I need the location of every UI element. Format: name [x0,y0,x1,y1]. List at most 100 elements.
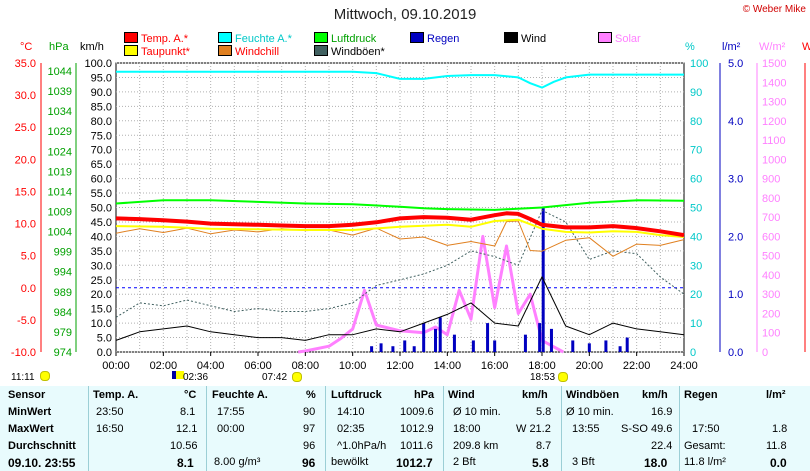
rain-bar [422,323,426,352]
x-tick-label: 04:00 [197,360,225,372]
solar-tick-label: 500 [762,251,780,263]
solar-tick-label: 1000 [762,154,786,166]
wind-tick-label: 95.0 [91,72,112,84]
table-cell: 1011.6 [400,440,433,452]
table-header: Feuchte A. [212,389,268,401]
temp-tick-label: 5.0 [21,251,36,263]
x-tick-label: 10:00 [339,360,367,372]
pressure-tick-label: 1019 [48,166,72,178]
x-tick-label: 24:00 [670,360,698,372]
temp-tick-label: 10.0 [15,219,36,231]
humidity-tick-label: 20 [690,289,702,301]
summary-table: Sensor Temp. A. °C Feuchte A. % Luftdruc… [0,386,810,471]
rain-bar [438,317,442,352]
pressure-tick-label: 999 [54,247,72,259]
temp-tick-label: 25.0 [15,122,36,134]
wind-tick-label: 50.0 [91,203,112,215]
dewpoint-line [115,218,685,238]
sunrise-label: 07:42 [262,372,288,383]
table-cell: 18:00 [453,423,481,435]
table-cell: 16:50 [96,423,124,435]
table-cell: 90 [303,406,316,418]
rain-tick-label: 0.0 [728,347,743,359]
table-header-row: Sensor Temp. A. °C Feuchte A. % Luftdruc… [0,389,810,406]
table-cell: 00:00 [217,423,245,435]
credit-label: © Weber Mike [742,4,806,15]
table-cell: 5.8 [536,406,552,418]
wind-tick-label: 100.0 [84,58,112,70]
table-cell: 16.9 [651,406,673,418]
temp-tick-label: 20.0 [15,154,36,166]
table-cell: 09.10. 23:55 [8,456,76,470]
table-cell: S-SO 49.6 [621,423,673,435]
table-header: Windböen [566,389,620,401]
table-cell: Durchschnitt [8,440,76,452]
moon-set-label: 02:36 [183,372,209,383]
table-cell: 17:55 [217,406,245,418]
rain-tick-label: 2.0 [728,231,743,243]
table-cell: 23:50 [96,406,124,418]
pressure-tick-label: 989 [54,287,72,299]
table-cell: Gesamt: [684,440,726,452]
solar-tick-label: 900 [762,174,780,186]
table-cell: 8.1 [177,456,194,470]
wind-tick-label: 65.0 [91,159,112,171]
humidity-tick-label: 90 [690,87,702,99]
humidity-tick-label: 50 [690,203,702,215]
table-cell: 209.8 km [453,440,499,452]
table-header: l/m² [766,389,786,401]
rain-bar [538,323,542,352]
table-cell: 1012.7 [396,456,433,470]
table-cell: 10.56 [170,440,198,452]
rain-bar [587,343,591,352]
humidity-tick-label: 40 [690,231,702,243]
legend-item-solar: Solar [598,32,641,45]
temp-tick-label: 15.0 [15,186,36,198]
table-cell: ^1.0hPa/h [337,440,387,452]
table-cell: MinWert [8,406,52,418]
pressure-tick-label: 1039 [48,86,72,98]
pressure-tick-label: 1034 [48,106,72,118]
legend-item-humidity: Feuchte A.* [218,32,292,45]
table-header: Temp. A. [93,389,139,401]
rain-tick-label: 5.0 [728,58,743,70]
table-cell: MaxWert [8,423,54,435]
temp-tick-label: 0.0 [21,283,36,295]
moon-rise-label: 11:11 [11,372,35,383]
table-row: MaxWert 16:50 12.1 00:00 97 02:35 1012.9… [0,423,810,440]
humidity-tick-label: 0 [690,347,696,359]
rain-bar [370,346,374,352]
solar-tick-label: 0 [762,347,768,359]
wind-axis-unit: km/h [80,41,104,53]
legend-item-pressure: Luftdruck [314,32,376,45]
humidity-tick-label: 30 [690,260,702,272]
wind-tick-label: 55.0 [91,188,112,200]
temp-tick-label: 35.0 [15,58,36,70]
legend-item-gusts: Windböen* [314,45,385,58]
temp-tick-label: -5.0 [17,315,36,327]
rain-bar [391,346,395,352]
windchill-line [115,220,685,257]
solar-tick-label: 1400 [762,77,786,89]
table-divider [206,386,207,471]
x-tick-label: 16:00 [481,360,509,372]
table-header: km/h [522,389,548,401]
x-tick-label: 14:00 [434,360,462,372]
rain-bar [471,340,475,352]
wind-tick-label: 45.0 [91,217,112,229]
table-cell: 2 Bft [453,456,476,468]
pressure-tick-label: 1029 [48,126,72,138]
rain-bar [493,340,497,352]
pressure-tick-label: 1014 [48,186,72,198]
wind-tick-label: 85.0 [91,101,112,113]
rain-bar [486,323,490,352]
humidity-tick-label: 10 [690,318,702,330]
table-cell: 8.1 [180,406,196,418]
table-cell: 22.4 [651,440,673,452]
table-cell: 97 [303,423,316,435]
table-header: Sensor [8,389,46,401]
legend-item-wind: Wind [504,32,546,45]
table-cell: 1.8 [772,423,788,435]
table-cell: W 21.2 [516,423,551,435]
table-cell: 96 [303,440,316,452]
